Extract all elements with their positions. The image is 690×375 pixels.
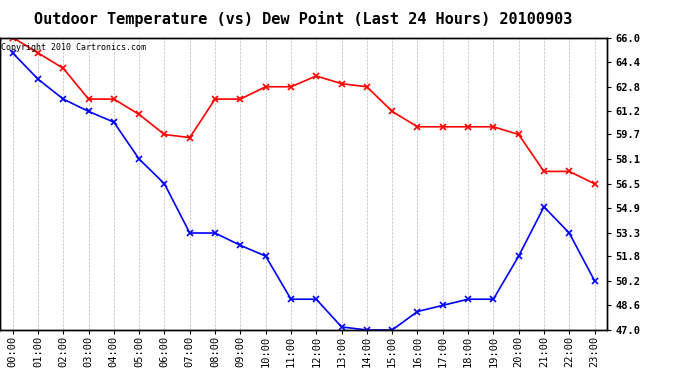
Text: Copyright 2010 Cartronics.com: Copyright 2010 Cartronics.com [1, 44, 146, 52]
Text: Outdoor Temperature (vs) Dew Point (Last 24 Hours) 20100903: Outdoor Temperature (vs) Dew Point (Last… [34, 11, 573, 27]
